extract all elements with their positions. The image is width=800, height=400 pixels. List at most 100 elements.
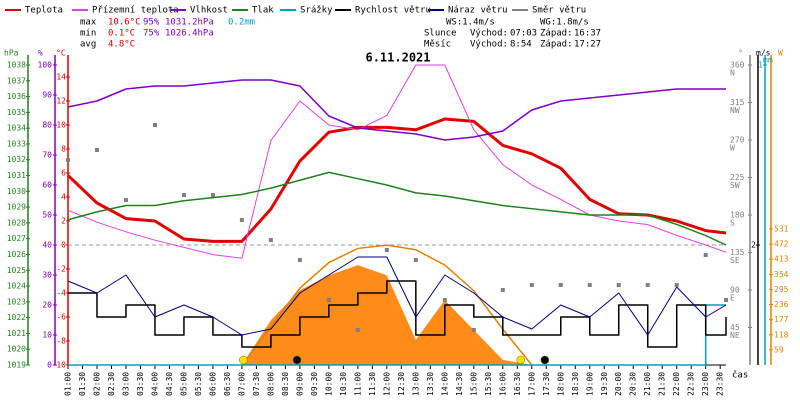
y-tick-label: 59 [774,345,784,354]
series-line [66,117,727,243]
y-tick-label: 236 [774,300,789,309]
y-tick-label: 1021 [7,329,26,338]
direction-point [123,198,128,202]
direction-point [384,248,389,252]
y-tick-label: 1023 [7,297,26,306]
x-tick-label: 11:00 [353,372,362,396]
legend-label: Srážky [300,6,333,16]
x-tick-label: 13:30 [426,372,435,396]
legend-label: Přízemní teplota [92,6,179,16]
series-line [67,171,727,246]
y-tick-label: 1025 [7,266,26,275]
direction-point [297,258,302,262]
x-tick-label: 13:00 [411,372,420,396]
y-tick-label: 177 [774,315,789,324]
legend-label: Tlak [252,6,274,16]
y-tick-label: 531 [774,224,789,233]
x-tick-label: 15:00 [469,372,478,396]
y-tick-label: -10 [52,361,67,370]
direction-point [471,328,476,332]
y-tick-name: SE [730,256,740,265]
x-tick-label: 22:00 [672,372,681,396]
y-tick-label: 90 [42,91,52,100]
y-tick-label: -6 [56,313,66,322]
direction-point [724,298,728,302]
y-tick-label: 1028 [7,218,26,227]
sun-set-marker [516,355,525,365]
moon-rise-marker [292,355,302,365]
y-tick-name: S [730,219,735,228]
x-tick-label: 05:00 [179,372,188,396]
y-tick-label: 20 [42,301,52,310]
y-tick-label: 50 [42,211,52,220]
y-tick-label: 12 [56,97,66,106]
y-tick-label: 270 [730,136,745,145]
y-tick-label: 295 [774,285,789,294]
x-tick-label: 06:00 [208,372,217,396]
wind-gust: WG:1.8m/s [540,18,589,28]
direction-point [529,283,534,287]
y-tick-label: 8 [61,145,66,154]
x-tick-label: 11:30 [368,372,377,396]
series-line [67,256,727,336]
stat-text: avg [80,40,96,50]
sun-rise-marker [239,355,248,365]
sun-set-label: Západ: [540,29,573,39]
y-tick-label: 1020 [7,345,26,354]
axis-unit: hPa [4,49,19,58]
direction-point [442,298,447,302]
x-tick-label: 22:30 [687,372,696,396]
y-tick-label: 1032 [7,155,26,164]
stat-text: 0.1°C [108,29,135,39]
axis-unit: ° [738,49,743,58]
y-tick-label: 180 [730,211,745,220]
x-tick-label: 12:30 [397,372,406,396]
y-tick-label: 2 [751,241,756,250]
y-tick-label: 10 [56,121,66,130]
y-tick-label: 1 [758,61,763,70]
y-tick-label: 1027 [7,234,26,243]
x-tick-label: 05:30 [194,372,203,396]
y-tick-label: 14 [56,73,66,82]
legend-label: Vlhkost [190,6,228,16]
x-tick-label: 03:00 [121,372,130,396]
y-tick-label: 1035 [7,108,26,117]
series-line [67,79,726,141]
stat-text: 10.6°C [108,18,141,28]
x-tick-label: 23:00 [701,372,710,396]
y-tick-name: W [730,144,735,153]
x-tick-label: 10:00 [324,372,333,396]
x-tick-label: 06:30 [223,372,232,396]
x-tick-label: 09:30 [310,372,319,396]
y-tick-label: 10 [42,331,52,340]
series-line [68,280,727,348]
y-tick-label: 315 [730,98,745,107]
x-tick-label: 03:30 [136,372,145,396]
x-tick-label: 23:30 [716,372,725,396]
x-tick-label: 02:30 [107,372,116,396]
x-tick-label: 17:30 [542,372,551,396]
y-tick-label: 472 [774,240,789,249]
sun-rise-label: Východ: [470,29,508,39]
moon-set: 17:27 [574,40,601,50]
x-tick-label: 14:00 [440,372,449,396]
y-tick-label: 1031 [7,171,26,180]
y-tick-label: 135 [730,248,745,257]
sun-label: Slunce [424,29,457,39]
axis-unit: °C [56,49,66,58]
stat-text: 1031.2hPa [165,18,214,28]
y-tick-label: 1036 [7,92,26,101]
x-tick-label: 10:30 [339,372,348,396]
x-tick-label: 16:30 [513,372,522,396]
y-tick-name: N [730,69,735,78]
y-tick-label: 1024 [7,282,26,291]
y-tick-label: 1022 [7,313,26,322]
direction-point [152,123,157,127]
direction-point [413,258,418,262]
direction-point [181,193,186,197]
direction-point [210,193,215,197]
x-tick-label: 17:00 [527,372,536,396]
x-axis-label: čas [732,370,748,381]
radiation-area [68,265,726,365]
y-tick-label: 80 [42,121,52,130]
